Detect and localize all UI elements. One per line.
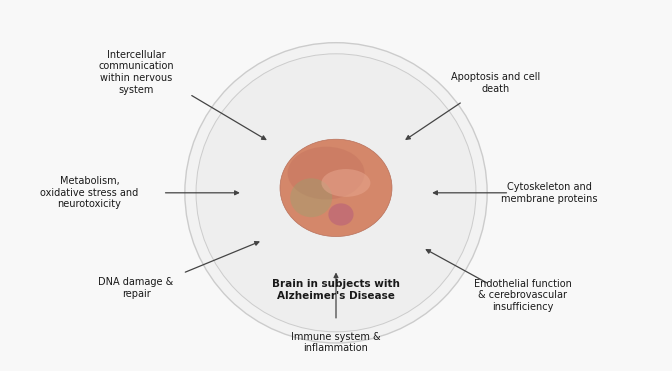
Text: Cytoskeleton and
membrane proteins: Cytoskeleton and membrane proteins	[501, 182, 597, 204]
Text: Endothelial function
& cerebrovascular
insufficiency: Endothelial function & cerebrovascular i…	[474, 279, 572, 312]
Ellipse shape	[321, 169, 370, 197]
Text: DNA damage &
repair: DNA damage & repair	[98, 277, 173, 299]
Text: Brain in subjects with
Alzheimer's Disease: Brain in subjects with Alzheimer's Disea…	[272, 279, 400, 301]
Text: Intercellular
communication
within nervous
system: Intercellular communication within nervo…	[98, 50, 174, 95]
Ellipse shape	[290, 178, 332, 217]
Ellipse shape	[280, 139, 392, 237]
Ellipse shape	[288, 147, 365, 200]
Text: Metabolism,
oxidative stress and
neurotoxicity: Metabolism, oxidative stress and neuroto…	[40, 176, 138, 209]
Circle shape	[196, 54, 476, 332]
Text: Immune system &
inflammation: Immune system & inflammation	[291, 332, 381, 354]
Circle shape	[185, 43, 487, 343]
Ellipse shape	[329, 203, 353, 226]
Text: Apoptosis and cell
death: Apoptosis and cell death	[452, 72, 540, 94]
